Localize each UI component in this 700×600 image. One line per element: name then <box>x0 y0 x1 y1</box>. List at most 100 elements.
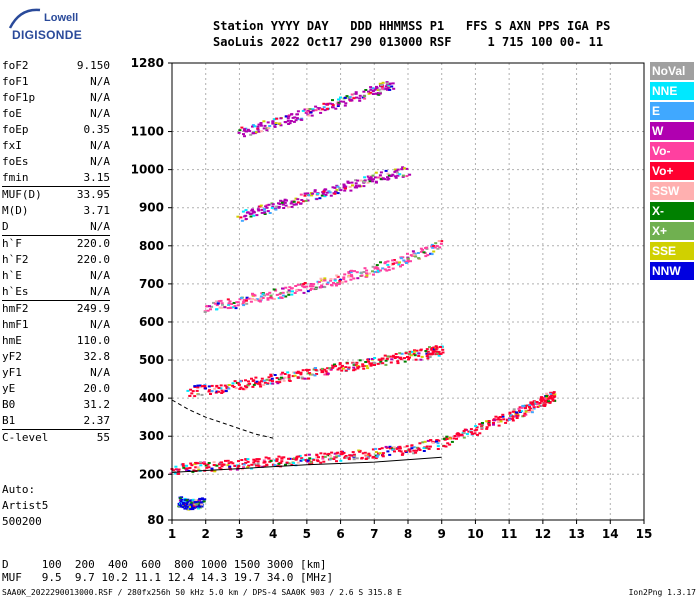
echo-point <box>476 433 479 436</box>
param-name: fmin <box>2 171 29 184</box>
echo-point <box>386 176 389 179</box>
echo-point <box>373 88 377 91</box>
echo-point <box>199 464 203 467</box>
echo-point <box>385 82 389 85</box>
echo-point <box>411 350 414 353</box>
echo-point <box>374 171 378 174</box>
echo-point <box>539 396 543 399</box>
echo-point <box>287 293 291 296</box>
echo-point <box>421 441 425 444</box>
echo-point <box>174 472 178 475</box>
param-name: yE <box>2 382 16 395</box>
echo-point <box>328 102 332 105</box>
echo-point <box>386 355 390 358</box>
echo-point <box>206 463 210 466</box>
echo-point <box>238 129 242 132</box>
echo-point <box>407 448 411 451</box>
echo-point <box>381 357 385 360</box>
echo-point <box>326 367 330 370</box>
echo-point <box>532 406 536 409</box>
echo-point <box>287 379 291 382</box>
echo-point <box>239 386 243 389</box>
echo-point <box>219 387 223 390</box>
echo-point <box>336 451 340 454</box>
echo-point <box>360 456 364 459</box>
y-tick-label: 800 <box>139 239 164 253</box>
echo-point <box>256 208 260 211</box>
echo-point <box>183 467 187 470</box>
echo-point <box>340 369 344 372</box>
x-tick-label: 2 <box>202 527 210 541</box>
echo-point <box>386 263 390 266</box>
echo-point <box>425 447 429 450</box>
echo-point <box>308 285 312 288</box>
param-value: N/A <box>90 285 110 298</box>
echo-point <box>412 446 416 449</box>
echo-point <box>545 395 548 398</box>
param-row: B1 2.37 <box>2 413 110 429</box>
echo-point <box>278 381 282 384</box>
echo-point <box>350 93 354 96</box>
echo-point <box>358 97 362 100</box>
echo-point <box>524 407 527 410</box>
echo-point <box>365 457 369 460</box>
echo-point <box>419 250 423 253</box>
echo-point <box>230 303 234 305</box>
echo-point <box>232 302 236 304</box>
echo-point <box>265 204 269 207</box>
echo-point <box>542 398 546 401</box>
echo-point <box>380 176 384 179</box>
echo-point <box>376 268 380 271</box>
param-row: h`F2 220.0 <box>2 252 110 268</box>
echo-point <box>245 302 249 305</box>
echo-point <box>399 356 403 359</box>
echo-point <box>400 168 404 171</box>
echo-point <box>270 377 274 380</box>
echo-point <box>408 173 412 176</box>
echo-point <box>342 185 346 188</box>
echo-point <box>262 459 266 462</box>
param-row: yE 20.0 <box>2 381 110 397</box>
echo-point <box>547 400 551 403</box>
echo-point <box>361 96 365 99</box>
echo-point <box>435 245 439 247</box>
param-value: 3.71 <box>83 204 111 217</box>
echo-point <box>185 469 189 472</box>
echo-point <box>250 209 254 212</box>
echo-point <box>549 397 553 400</box>
echo-point <box>271 203 275 206</box>
param-row: fxI N/A <box>2 138 110 154</box>
echo-point <box>498 418 502 421</box>
echo-point <box>303 377 307 380</box>
param-name: foF1p <box>2 91 36 104</box>
echo-point <box>260 211 264 214</box>
echo-point <box>299 202 303 205</box>
echo-point <box>300 376 304 379</box>
echo-point <box>480 426 484 429</box>
echo-point <box>480 425 484 428</box>
echo-point <box>296 110 300 113</box>
echo-point <box>344 280 348 283</box>
echo-point <box>331 104 335 107</box>
echo-point <box>273 118 277 121</box>
echo-point <box>301 369 305 372</box>
echo-point <box>216 301 220 304</box>
echo-point <box>281 200 285 203</box>
echo-point <box>297 371 301 374</box>
echo-point <box>287 457 290 460</box>
echo-point <box>200 503 204 506</box>
echo-point <box>265 293 269 296</box>
echo-point <box>522 405 526 408</box>
echo-point <box>221 303 224 306</box>
echo-point <box>425 445 429 448</box>
echo-point <box>314 287 318 290</box>
echo-point <box>434 345 438 348</box>
muf-table: D 100 200 400 600 800 1000 1500 3000 [km… <box>2 558 333 584</box>
auto-program: Artist5 <box>2 499 49 512</box>
echo-point <box>551 392 555 395</box>
param-row: hmE 110.0 <box>2 333 110 349</box>
legend-item: Vo+ <box>650 162 694 180</box>
station-header: Station YYYY DAY DDD HHMMSS P1 FFS S AXN… <box>213 18 610 50</box>
echo-point <box>275 205 279 208</box>
echo-point <box>384 359 388 362</box>
